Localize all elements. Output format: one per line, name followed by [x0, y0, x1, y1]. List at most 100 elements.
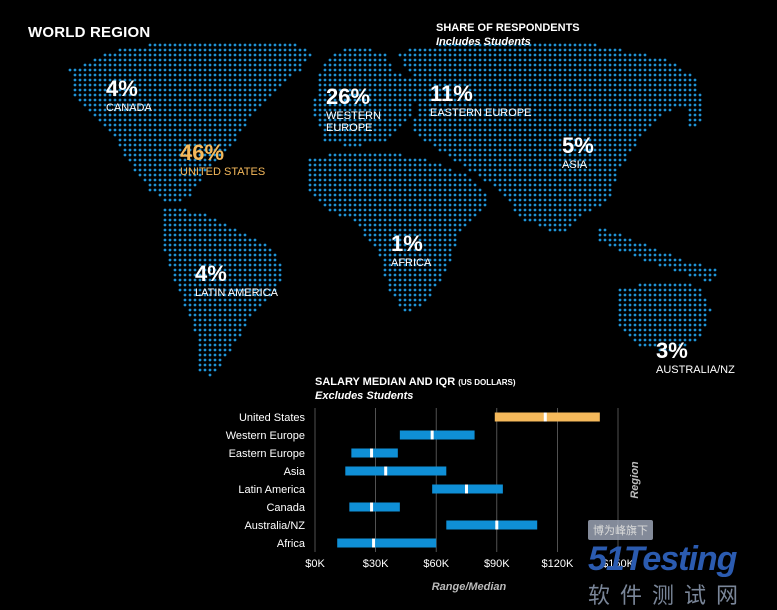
map-dot [178, 163, 182, 167]
map-dot [348, 128, 352, 132]
map-dot [503, 83, 507, 87]
map-dot [493, 153, 497, 157]
map-dot [528, 208, 532, 212]
map-dot [193, 228, 197, 232]
map-dot [238, 263, 242, 267]
map-dot [128, 63, 132, 67]
map-dot [233, 328, 237, 332]
map-dot [443, 43, 447, 47]
map-dot [438, 98, 442, 102]
map-dot [338, 118, 342, 122]
map-dot [533, 193, 537, 197]
map-dot [578, 183, 582, 187]
map-dot [538, 43, 542, 47]
map-dot [443, 73, 447, 77]
map-dot [528, 48, 532, 52]
map-dot [243, 48, 247, 52]
map-dot [333, 188, 337, 192]
map-dot [423, 238, 427, 242]
map-dot [513, 133, 517, 137]
map-dot [588, 103, 592, 107]
map-dot [558, 63, 562, 67]
map-dot [538, 73, 542, 77]
map-dot [473, 48, 477, 52]
map-dot [138, 133, 142, 137]
map-dot [128, 148, 132, 152]
map-dot [498, 108, 502, 112]
map-dot [168, 68, 172, 72]
map-dot [433, 173, 437, 177]
map-dot [373, 128, 377, 132]
map-dot [118, 93, 122, 97]
map-dot [373, 238, 377, 242]
map-dot [518, 188, 522, 192]
map-dot [478, 148, 482, 152]
map-dot [238, 128, 242, 132]
map-dot [138, 123, 142, 127]
map-dot [483, 113, 487, 117]
map-dot [623, 68, 627, 72]
map-dot [283, 73, 287, 77]
map-dot [93, 78, 97, 82]
map-dot [498, 78, 502, 82]
map-dot [198, 68, 202, 72]
map-dot [493, 88, 497, 92]
map-dot [143, 73, 147, 77]
map-dot [633, 58, 637, 62]
map-dot [363, 108, 367, 112]
map-dot [468, 113, 472, 117]
map-dot [668, 298, 672, 302]
map-dot [178, 268, 182, 272]
map-dot [183, 98, 187, 102]
map-dot [488, 163, 492, 167]
map-dot [618, 73, 622, 77]
map-dot [448, 168, 452, 172]
map-dot [213, 348, 217, 352]
map-dot [593, 78, 597, 82]
map-dot [478, 58, 482, 62]
map-dot [463, 88, 467, 92]
map-dot [528, 153, 532, 157]
map-dot [223, 278, 227, 282]
map-dot [403, 298, 407, 302]
map-dot [223, 133, 227, 137]
map-dot [588, 153, 592, 157]
map-dot [213, 253, 217, 257]
map-dot [568, 108, 572, 112]
map-dot [258, 93, 262, 97]
map-dot [418, 63, 422, 67]
map-dot [208, 163, 212, 167]
map-dot [408, 273, 412, 277]
map-dot [383, 268, 387, 272]
map-dot [558, 163, 562, 167]
map-dot [148, 78, 152, 82]
map-dot [428, 198, 432, 202]
map-dot [448, 128, 452, 132]
map-dot [508, 68, 512, 72]
map-dot [578, 123, 582, 127]
map-dot [693, 298, 697, 302]
map-dot [268, 258, 272, 262]
map-dot [688, 273, 692, 277]
map-dot [243, 263, 247, 267]
map-dot [343, 83, 347, 87]
map-dot [573, 213, 577, 217]
map-dot [383, 73, 387, 77]
map-dot [198, 163, 202, 167]
map-dot [598, 63, 602, 67]
map-dot [468, 83, 472, 87]
map-dot [328, 203, 332, 207]
map-dot [393, 223, 397, 227]
map-dot [368, 88, 372, 92]
map-dot [398, 233, 402, 237]
map-dot [243, 58, 247, 62]
map-dot [683, 303, 687, 307]
map-dot [533, 123, 537, 127]
map-dot [688, 338, 692, 342]
map-dot [568, 73, 572, 77]
map-dot [328, 198, 332, 202]
map-dot [328, 208, 332, 212]
map-dot [83, 78, 87, 82]
map-dot [523, 58, 527, 62]
map-dot [218, 118, 222, 122]
